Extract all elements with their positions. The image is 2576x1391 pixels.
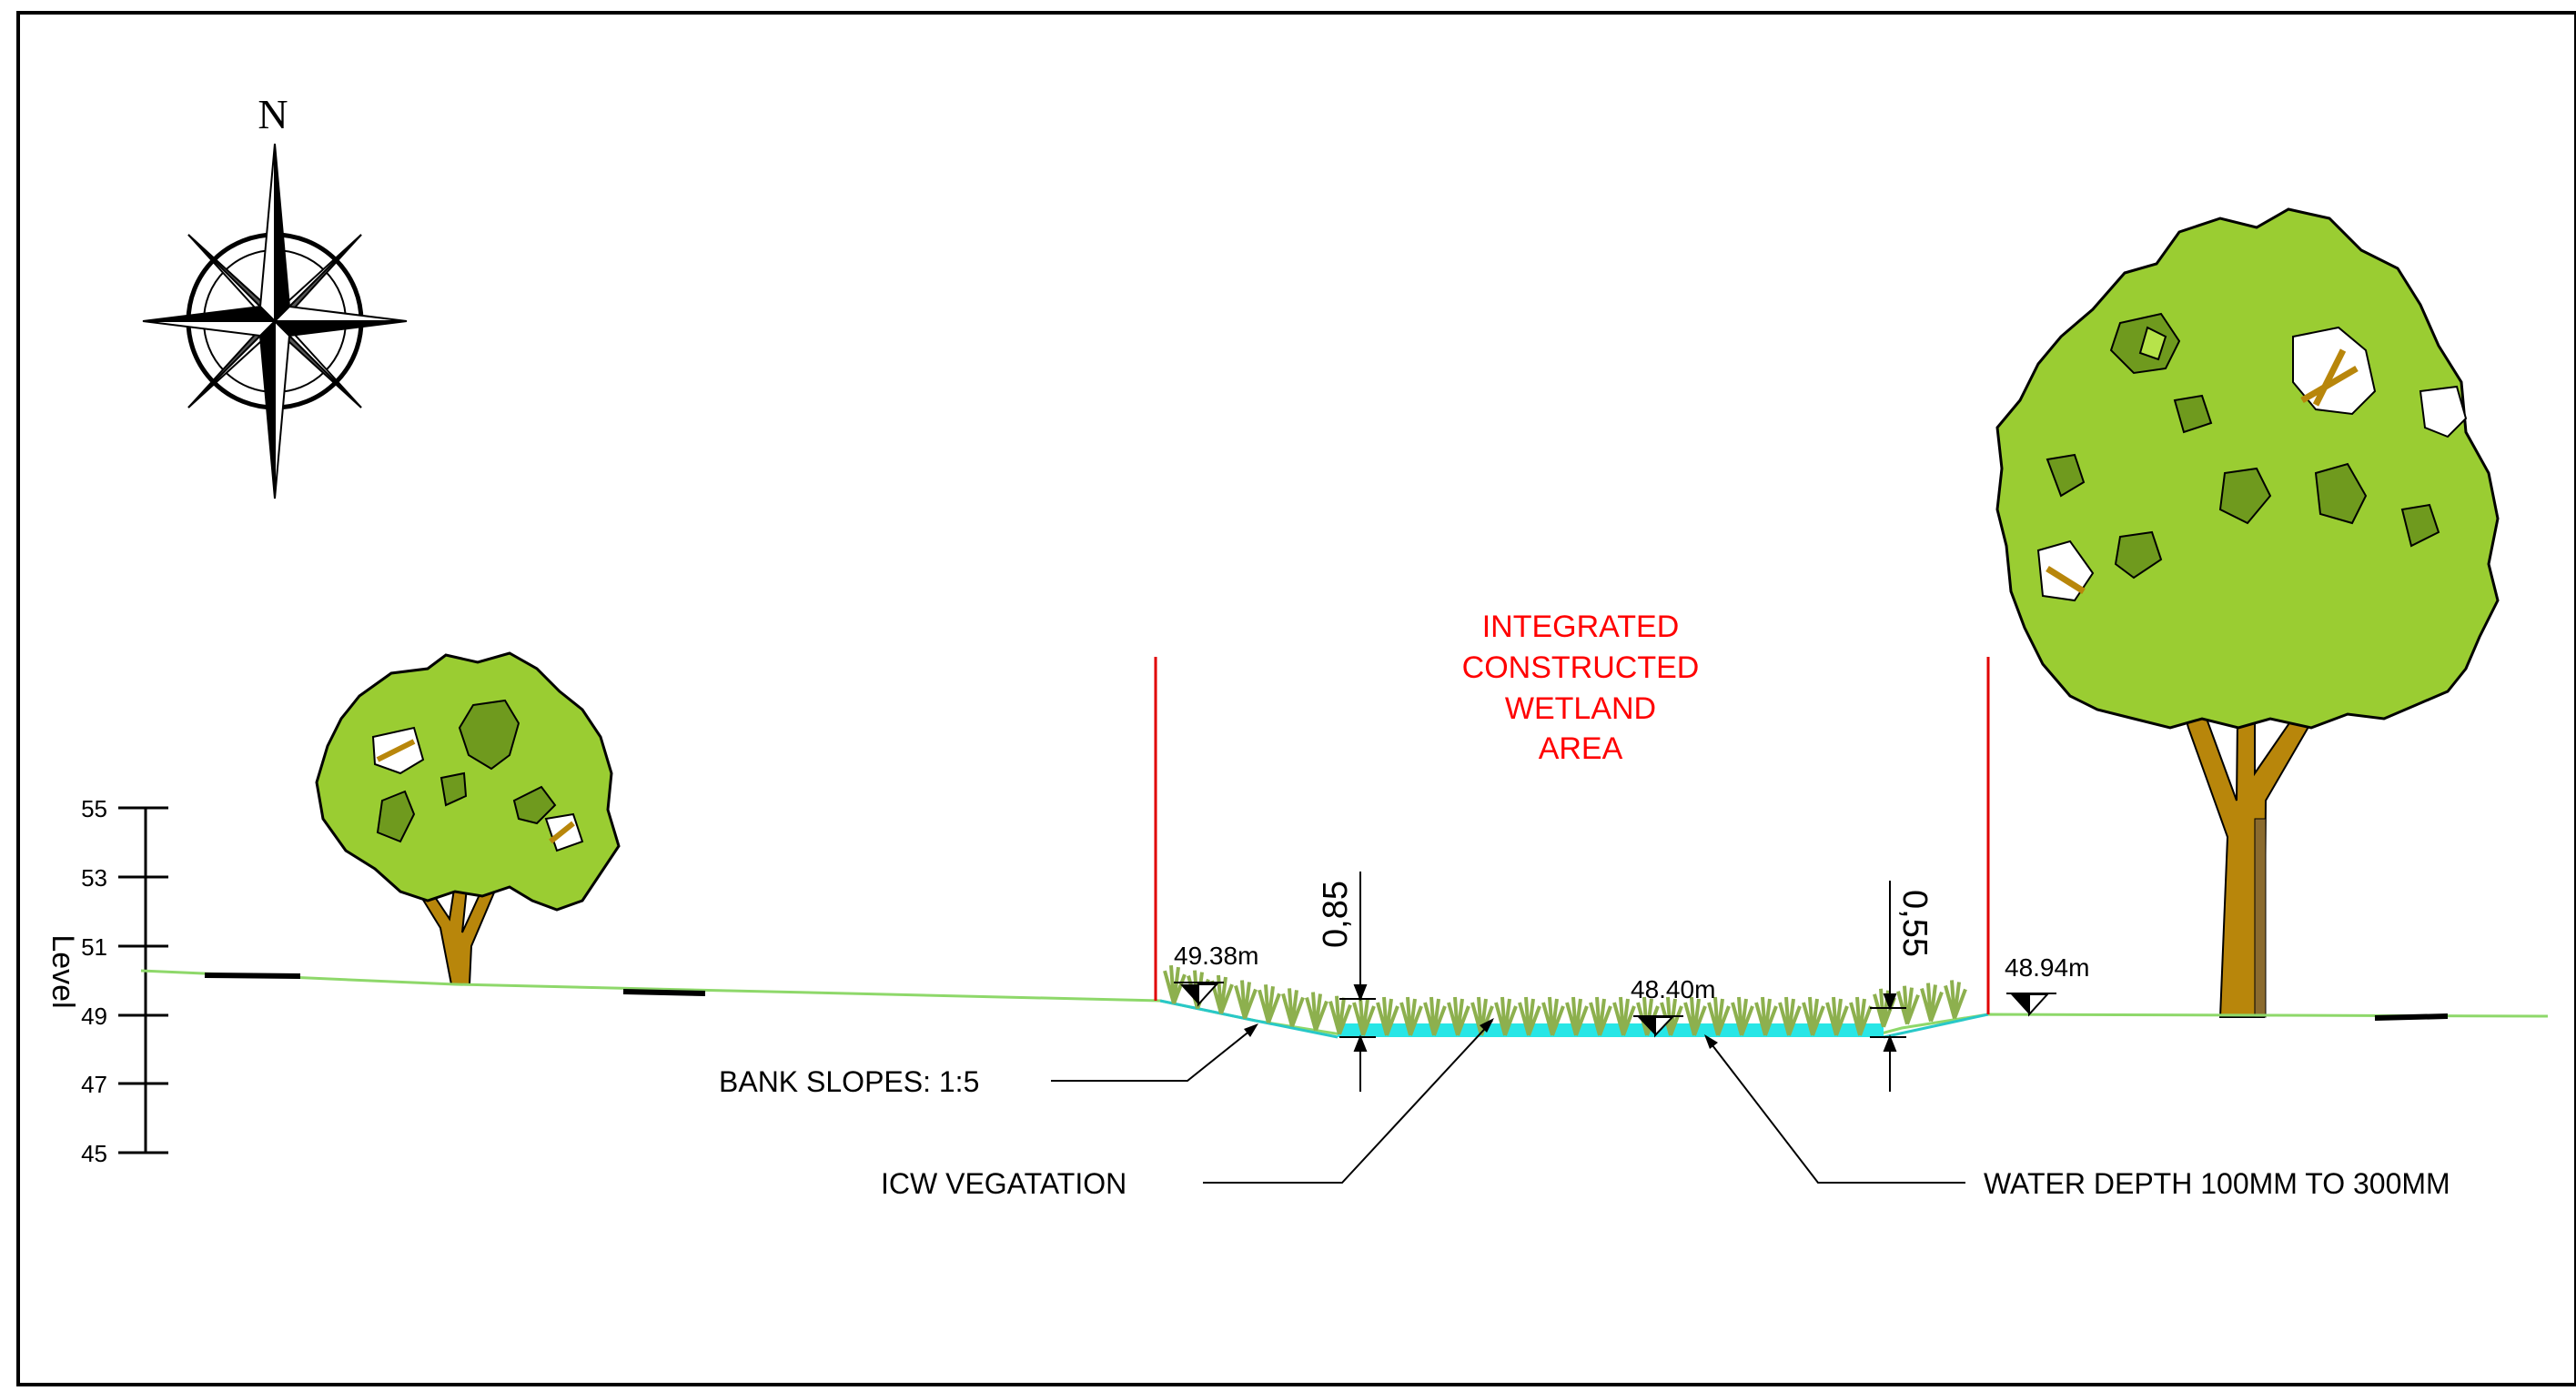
vegetation-callout: ICW VEGATATION [881,1018,1494,1200]
reed-tuft [1305,992,1328,1032]
reed-tuft [1731,996,1754,1036]
reed-tuft [1447,996,1470,1036]
icw-vegetation-reeds [1163,964,1967,1036]
reed-tuft [1754,996,1778,1036]
ground-profile [140,969,2549,1039]
reed-tuft [1423,996,1447,1036]
wetland-title-line: AREA [1539,731,1623,766]
reed-tuft [1589,996,1612,1036]
dimension-left-depth: 0,85 [1317,872,1376,1092]
water-depth-label: WATER DEPTH 100MM TO 300MM [1984,1167,2450,1200]
bed-level: 48.40m [1631,975,1715,1003]
level-tick-label: 45 [81,1140,107,1167]
level-marker-bed: 48.40m [1631,975,1715,1038]
reed-tuft [1470,996,1494,1036]
reed-tuft [1896,985,1920,1025]
reed-tuft [1234,980,1258,1020]
reed-tuft [1802,996,1825,1036]
level-tick-label: 55 [81,795,107,822]
small-tree-illustration [315,651,621,985]
reed-tuft [1612,996,1636,1036]
left-depth-dimension: 0,85 [1317,881,1355,948]
level-marker-right: 48.94m [2005,953,2089,1017]
north-label: N [258,91,288,137]
reed-tuft [1825,996,1849,1036]
right-depth-dimension: 0,55 [1895,890,1934,957]
wetland-title: INTEGRATED CONSTRUCTED WETLAND AREA [1462,610,1700,766]
large-tree-illustration [1995,207,2500,1018]
reed-tuft [1683,996,1707,1036]
drawing-frame [16,11,2576,1386]
level-axis: 55 53 51 49 47 45 Level [45,795,168,1167]
wetland-title-line: CONSTRUCTED [1462,650,1700,685]
level-tick-label: 49 [81,1003,107,1030]
wetland-title-line: INTEGRATED [1482,610,1680,644]
level-axis-title: Level [45,934,80,1008]
water-depth-callout: WATER DEPTH 100MM TO 300MM [1704,1034,2450,1200]
level-tick-label: 51 [81,933,107,961]
reed-tuft [1352,996,1376,1036]
reed-tuft [1849,996,1873,1036]
reed-tuft [1163,964,1187,1004]
reed-tuft [1920,983,1944,1023]
level-tick-label: 53 [81,864,107,892]
left-bank-level: 49.38m [1174,942,1258,970]
compass-rose-icon: N [142,91,408,499]
reed-tuft [1494,996,1518,1036]
reed-tuft [1944,980,1967,1020]
bank-slopes-callout: BANK SLOPES: 1:5 [719,1023,1258,1098]
bank-slopes-label: BANK SLOPES: 1:5 [719,1065,979,1098]
reed-tuft [1565,996,1589,1036]
reed-tuft [1281,988,1305,1028]
wetland-title-line: WETLAND [1505,691,1656,726]
vegetation-label: ICW VEGATATION [881,1167,1126,1200]
wetland-boundary [1154,657,1990,1014]
reed-tuft [1707,996,1731,1036]
reed-tuft [1778,996,1802,1036]
reed-tuft [1541,996,1565,1036]
level-tick-label: 47 [81,1071,107,1098]
reed-tuft [1399,996,1423,1036]
reed-tuft [1328,995,1352,1035]
dimension-right-depth: 0,55 [1870,881,1934,1092]
reed-tuft [1210,974,1234,1014]
reed-tuft [1376,996,1399,1036]
reed-tuft [1258,984,1281,1023]
level-marker-left: 49.38m [1174,942,1258,1007]
reed-tuft [1518,996,1541,1036]
right-bank-level: 48.94m [2005,953,2089,982]
